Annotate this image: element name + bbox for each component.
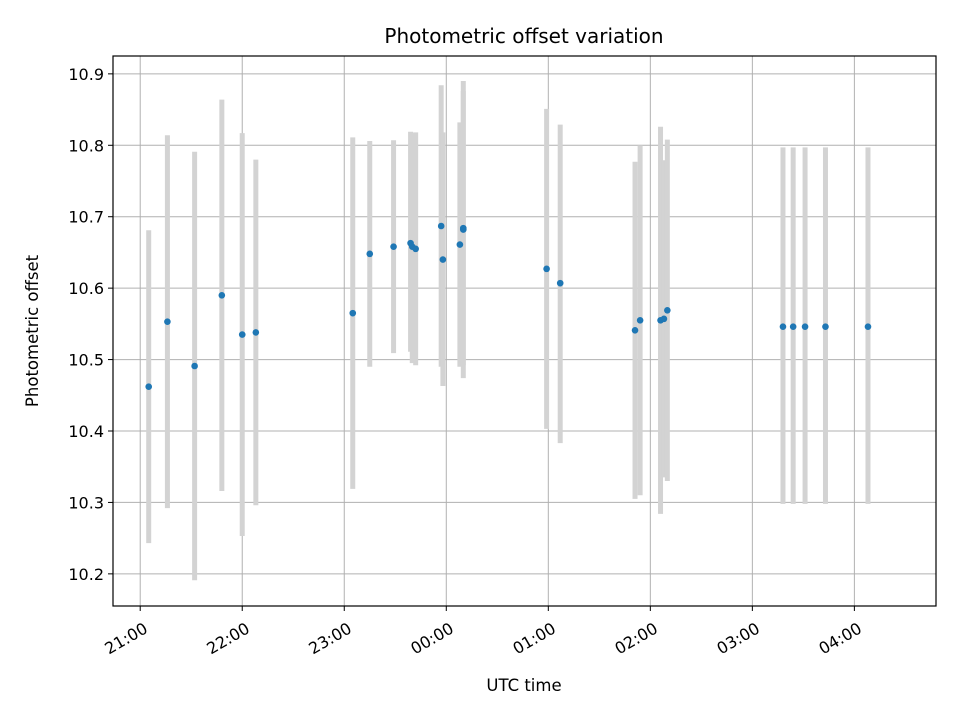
data-point	[556, 279, 564, 287]
y-tick-label: 10.6	[68, 279, 104, 298]
data-point	[390, 243, 397, 251]
chart-title: Photometric offset variation	[384, 24, 663, 48]
data-point	[437, 222, 445, 230]
data-point	[145, 383, 153, 391]
data-point	[218, 291, 226, 299]
data-point	[779, 323, 787, 331]
data-point	[636, 316, 644, 324]
data-point	[238, 331, 246, 338]
data-point	[459, 224, 467, 232]
data-point	[789, 323, 797, 331]
data-point	[660, 315, 668, 323]
data-point	[164, 318, 171, 326]
y-tick-label: 10.5	[68, 351, 104, 370]
plot-frame	[112, 55, 937, 607]
data-point	[631, 326, 639, 334]
data-point	[349, 309, 357, 317]
data-point	[366, 250, 374, 258]
data-point	[439, 256, 447, 263]
y-tick-label: 10.7	[68, 208, 104, 227]
data-point	[801, 323, 809, 331]
y-tick-label: 10.8	[68, 136, 104, 155]
data-point	[191, 362, 198, 370]
data-point	[864, 323, 872, 331]
data-point	[664, 306, 671, 314]
y-tick-label: 10.4	[68, 422, 104, 441]
data-points	[145, 222, 872, 391]
data-point	[543, 265, 550, 273]
x-axis-label: UTC time	[486, 676, 561, 695]
data-point	[456, 241, 464, 248]
data-point	[252, 329, 260, 336]
data-point	[412, 245, 419, 253]
y-tick-label: 10.9	[68, 65, 104, 84]
y-axis-label: Photometric offset	[23, 254, 42, 407]
y-tick-label: 10.2	[68, 565, 104, 584]
data-point	[822, 323, 829, 331]
y-tick-label: 10.3	[68, 493, 104, 512]
